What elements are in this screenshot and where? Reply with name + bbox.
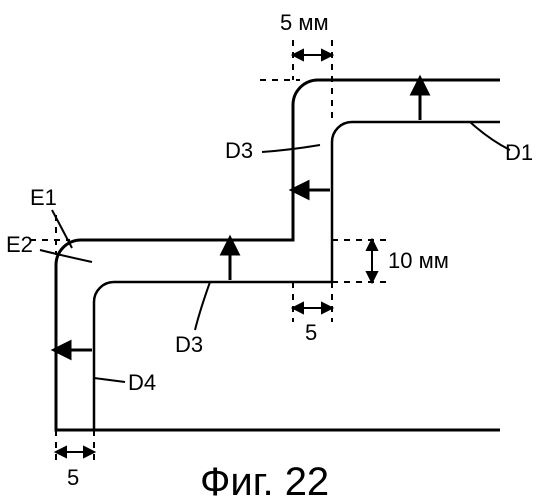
dim-top-label: 5 мм [280, 10, 329, 35]
label-d3a: D3 [225, 138, 253, 163]
dashed-lines [30, 40, 390, 465]
label-d3b: D3 [175, 332, 203, 357]
direction-arrows [54, 78, 428, 358]
label-e1: E1 [30, 185, 57, 210]
labels: 5 мм 10 мм 5 5 D1 D3 D3 D4 E1 E2 [6, 10, 533, 490]
figure-caption: Фиг. 22 [200, 460, 329, 500]
dim-inner5-label: 5 [305, 320, 317, 345]
dim-bl5-label: 5 [67, 465, 79, 490]
label-d1: D1 [505, 140, 533, 165]
label-e2: E2 [6, 232, 33, 257]
figure-svg: 5 мм 10 мм 5 5 D1 D3 D3 D4 E1 E2 Фиг. 22 [0, 0, 545, 500]
label-d4: D4 [128, 370, 156, 395]
dim-right-label: 10 мм [388, 248, 449, 273]
dim-arrows [56, 50, 377, 457]
